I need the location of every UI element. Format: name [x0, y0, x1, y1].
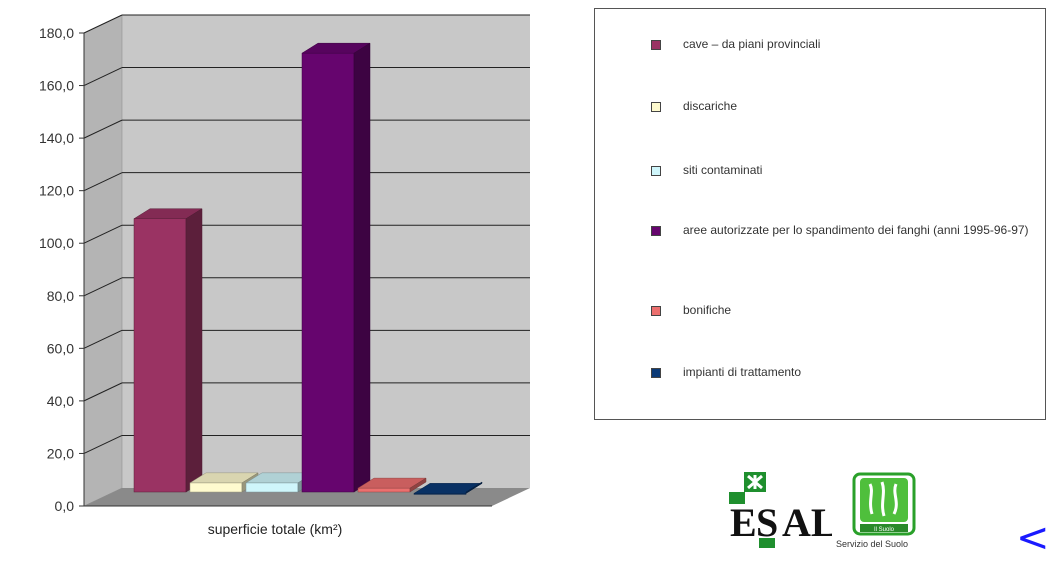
legend-item: impianti di trattamento [651, 361, 1053, 383]
bar-series [133, 42, 483, 495]
logo-area: E S AL Il Suolo Servizio del Suolo [728, 470, 968, 550]
bar-side [185, 208, 203, 493]
gridline-side [83, 329, 123, 349]
y-tick-label: 160,0 [39, 78, 74, 94]
legend-swatch [651, 166, 661, 176]
side-wall [83, 14, 123, 507]
legend-item: aree autorizzate per lo spandimento dei … [651, 219, 1053, 241]
gridline-side [83, 434, 123, 454]
gridline-side [83, 119, 123, 139]
y-tick-label: 40,0 [47, 393, 74, 409]
prev-slide-link[interactable]: < [1016, 515, 1050, 561]
bar-front [133, 218, 187, 493]
y-tick-label: 180,0 [39, 25, 74, 41]
bar [133, 208, 203, 493]
gridline-side [83, 14, 123, 34]
ersal-logo: E S AL [729, 472, 832, 548]
bar [301, 42, 371, 493]
legend-swatch [651, 368, 661, 378]
bar-side [409, 477, 427, 493]
bar-front [245, 482, 299, 493]
legend-swatch [651, 102, 661, 112]
svg-text:AL: AL [782, 500, 832, 545]
y-axis [79, 32, 492, 507]
suolo-badge-text: Il Suolo [874, 527, 895, 533]
legend-label: discariche [683, 99, 738, 113]
y-tick-label: 140,0 [39, 130, 74, 146]
legend-item: bonifiche [651, 299, 1053, 321]
bar-front [357, 487, 411, 493]
suolo-caption: Servizio del Suolo [836, 539, 909, 549]
svg-text:S: S [756, 500, 778, 545]
y-tick-label: 0,0 [55, 498, 75, 514]
legend-label: aree autorizzate per lo spandimento dei … [683, 223, 1029, 237]
chart: 0,0 20,0 40,0 60,0 80,0 100,0 120,0 140,0 160,0 1… [39, 14, 530, 537]
legend-swatch [651, 40, 661, 50]
legend-item: siti contaminati [651, 159, 1053, 181]
gridline-side [83, 382, 123, 402]
legend-label: siti contaminati [683, 163, 763, 177]
legend-swatch [651, 306, 661, 316]
gridline-side [83, 224, 123, 244]
legend-item: discariche [651, 95, 1053, 117]
gridline-side [83, 277, 123, 297]
y-tick-label: 20,0 [47, 445, 74, 461]
legend-label: impianti di trattamento [683, 365, 802, 379]
bar [413, 481, 483, 495]
bar-side [353, 42, 371, 493]
legend-label: cave – da piani provinciali [683, 37, 821, 51]
y-tick-label: 120,0 [39, 183, 74, 199]
y-tick-label: 100,0 [39, 235, 74, 251]
legend-swatch [651, 226, 661, 236]
legend-item: cave – da piani provinciali [651, 33, 1053, 55]
gridline-side [83, 172, 123, 192]
bar [357, 477, 427, 493]
bar-side [465, 481, 483, 494]
x-axis-label: superficie totale (km²) [208, 521, 343, 537]
gridline-side [83, 67, 123, 87]
y-tick-label: 60,0 [47, 340, 74, 356]
bar-front [189, 482, 243, 493]
chart-legend: cave – da piani provinciali discariche sit… [594, 8, 1046, 420]
y-tick-labels: 0,0 20,0 40,0 60,0 80,0 100,0 120,0 140,0 160,0 1… [39, 25, 74, 514]
y-tick-label: 80,0 [47, 288, 74, 304]
svg-text:E: E [730, 500, 757, 545]
legend-label: bonifiche [683, 303, 732, 317]
servizio-suolo-logo: Il Suolo [852, 472, 916, 536]
bar-front [301, 52, 355, 493]
